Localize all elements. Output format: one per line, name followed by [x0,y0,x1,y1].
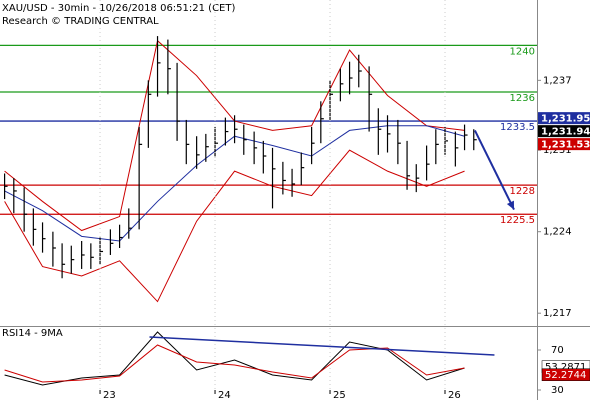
forecast-arrow [474,129,515,211]
arrow-head [506,200,515,210]
x-tick-label: 23 [103,390,116,400]
level-label: 1233.5 [500,122,535,133]
level-label: 1240 [510,46,535,57]
price-tag [538,125,590,138]
x-tick-label: 24 [218,390,231,400]
level-label: 1228 [510,186,535,197]
indicator-title: RSI14 - 9MA [2,328,63,339]
y-tick-label: 1,224 [543,227,572,238]
x-tick-label: 25 [333,390,346,400]
price-tag-label: 1,231.95 [541,114,590,125]
x-tick-label: 26 [448,390,461,400]
indicator-line [4,149,465,303]
y-tick-label: 1,237 [543,75,572,86]
level-label: 1225.5 [500,215,535,226]
price-tag-label: 1,231.53 [541,140,590,151]
chart-subtitle: Research © TRADING CENTRAL [2,16,159,27]
y-tick-label: 70 [551,345,564,356]
y-tick-label: 30 [551,385,564,396]
value-tag-label: 53.2871 [545,362,586,373]
rsi-line [4,344,465,383]
price-tag [538,138,590,151]
trendline [149,336,495,356]
level-label: 1236 [510,93,535,104]
value-tag-label: 52.2744 [545,370,586,381]
y-tick-label: 1,231 [543,145,572,156]
price-tag-label: 1,231.94 [541,127,590,138]
value-tag [541,368,590,381]
y-tick-label: 1,217 [543,308,572,319]
chart-title: XAU/USD - 30min - 10/26/2018 06:51:21 (C… [2,3,235,14]
price-tag [538,112,590,125]
